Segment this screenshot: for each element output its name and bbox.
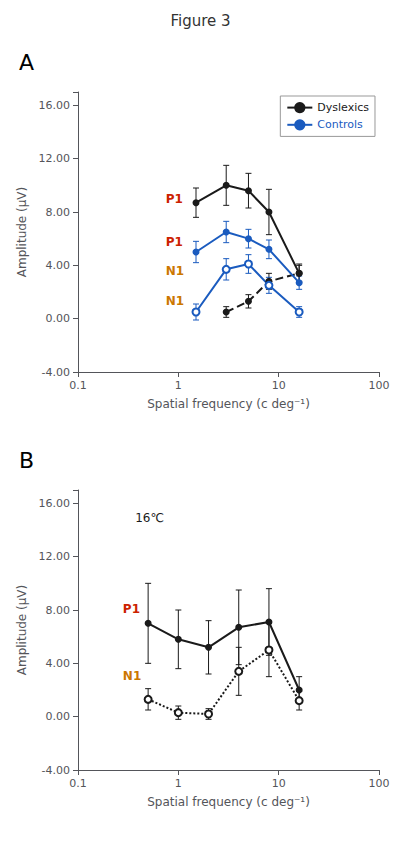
svg-text:Amplitude (μV): Amplitude (μV) [15, 585, 29, 676]
svg-text:8.00: 8.00 [46, 604, 71, 617]
svg-text:10: 10 [272, 379, 286, 392]
svg-text:10: 10 [272, 777, 286, 790]
svg-text:16.00: 16.00 [39, 99, 71, 112]
svg-text:P1: P1 [166, 235, 183, 249]
svg-text:P1: P1 [166, 192, 183, 206]
svg-text:-4.00: -4.00 [42, 366, 70, 379]
svg-text:N1: N1 [166, 264, 184, 278]
svg-text:P1: P1 [123, 602, 140, 616]
svg-text:N1: N1 [123, 669, 141, 683]
svg-text:100: 100 [369, 379, 390, 392]
svg-text:-4.00: -4.00 [42, 764, 70, 777]
svg-text:4.00: 4.00 [46, 657, 71, 670]
svg-text:1: 1 [175, 379, 182, 392]
svg-text:B: B [19, 448, 34, 473]
svg-text:0.1: 0.1 [69, 777, 87, 790]
svg-text:Spatial frequency (c deg⁻¹): Spatial frequency (c deg⁻¹) [147, 397, 310, 411]
svg-text:0.00: 0.00 [46, 312, 71, 325]
svg-text:Dyslexics: Dyslexics [317, 101, 369, 114]
svg-text:0.1: 0.1 [69, 379, 87, 392]
svg-text:Controls: Controls [317, 118, 363, 131]
svg-text:12.00: 12.00 [39, 550, 71, 563]
svg-text:16.00: 16.00 [39, 497, 71, 510]
svg-text:Amplitude (μV): Amplitude (μV) [15, 187, 29, 278]
svg-text:4.00: 4.00 [46, 259, 71, 272]
svg-text:N1: N1 [166, 294, 184, 308]
svg-text:Spatial frequency (c deg⁻¹): Spatial frequency (c deg⁻¹) [147, 795, 310, 809]
svg-text:100: 100 [369, 777, 390, 790]
svg-text:8.00: 8.00 [46, 206, 71, 219]
svg-text:12.00: 12.00 [39, 152, 71, 165]
svg-text:1: 1 [175, 777, 182, 790]
svg-text:16℃: 16℃ [135, 511, 164, 525]
svg-text:A: A [19, 50, 34, 75]
svg-text:0.00: 0.00 [46, 710, 71, 723]
svg-text:Figure 3: Figure 3 [170, 12, 230, 30]
